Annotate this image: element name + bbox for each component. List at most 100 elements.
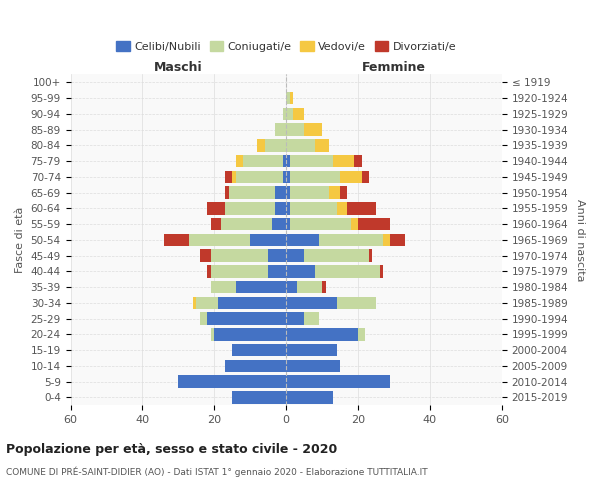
Bar xyxy=(207,312,286,325)
Bar xyxy=(275,124,286,136)
Bar xyxy=(286,139,315,151)
Text: Femmine: Femmine xyxy=(362,62,426,74)
Bar xyxy=(290,155,333,168)
Bar xyxy=(369,250,373,262)
Bar xyxy=(319,234,383,246)
Legend: Celibi/Nubili, Coniugati/e, Vedovi/e, Divorziati/e: Celibi/Nubili, Coniugati/e, Vedovi/e, Di… xyxy=(112,37,461,56)
Bar xyxy=(211,281,236,293)
Bar xyxy=(286,312,304,325)
Bar xyxy=(225,170,232,183)
Bar xyxy=(340,170,362,183)
Bar xyxy=(211,218,221,230)
Bar xyxy=(322,281,326,293)
Bar xyxy=(290,186,329,199)
Bar xyxy=(193,296,196,309)
Bar xyxy=(275,202,286,214)
Bar xyxy=(383,234,391,246)
Bar xyxy=(358,218,391,230)
Bar xyxy=(207,202,225,214)
Bar xyxy=(337,296,376,309)
Bar xyxy=(214,328,286,340)
Bar xyxy=(207,265,211,278)
Bar xyxy=(286,218,290,230)
Bar xyxy=(286,234,319,246)
Bar xyxy=(329,186,340,199)
Bar xyxy=(236,155,243,168)
Bar xyxy=(164,234,189,246)
Bar xyxy=(229,186,275,199)
Bar xyxy=(236,281,286,293)
Bar xyxy=(236,170,283,183)
Bar xyxy=(286,202,290,214)
Bar xyxy=(272,218,286,230)
Bar xyxy=(391,234,405,246)
Bar xyxy=(362,170,369,183)
Text: COMUNE DI PRÉ-SAINT-DIDIER (AO) - Dati ISTAT 1° gennaio 2020 - Elaborazione TUTT: COMUNE DI PRÉ-SAINT-DIDIER (AO) - Dati I… xyxy=(6,466,428,477)
Bar xyxy=(243,155,283,168)
Bar xyxy=(286,124,304,136)
Bar xyxy=(257,139,265,151)
Bar xyxy=(315,139,329,151)
Bar xyxy=(200,250,211,262)
Bar xyxy=(333,155,355,168)
Bar xyxy=(286,344,337,356)
Y-axis label: Anni di nascita: Anni di nascita xyxy=(575,198,585,281)
Bar xyxy=(286,250,304,262)
Bar xyxy=(380,265,383,278)
Bar xyxy=(232,170,236,183)
Bar xyxy=(283,108,286,120)
Bar xyxy=(290,170,340,183)
Bar xyxy=(297,281,322,293)
Bar xyxy=(283,170,286,183)
Bar xyxy=(211,265,268,278)
Bar xyxy=(286,328,358,340)
Bar xyxy=(265,139,286,151)
Bar xyxy=(286,296,337,309)
Bar xyxy=(275,186,286,199)
Bar xyxy=(211,328,214,340)
Bar xyxy=(358,328,365,340)
Bar xyxy=(304,124,322,136)
Bar xyxy=(225,186,229,199)
Bar xyxy=(218,296,286,309)
Bar xyxy=(189,234,250,246)
Bar xyxy=(304,312,319,325)
Bar xyxy=(232,344,286,356)
Bar xyxy=(347,202,376,214)
Bar xyxy=(200,312,207,325)
Text: Maschi: Maschi xyxy=(154,62,203,74)
Bar xyxy=(250,234,286,246)
Bar xyxy=(283,155,286,168)
Bar xyxy=(232,391,286,404)
Bar xyxy=(225,202,275,214)
Bar xyxy=(268,250,286,262)
Bar xyxy=(286,170,290,183)
Bar xyxy=(340,186,347,199)
Bar xyxy=(225,360,286,372)
Bar xyxy=(315,265,380,278)
Bar xyxy=(286,186,290,199)
Bar xyxy=(178,376,286,388)
Bar xyxy=(268,265,286,278)
Bar xyxy=(286,360,340,372)
Bar xyxy=(355,155,362,168)
Bar xyxy=(286,265,315,278)
Bar xyxy=(211,250,268,262)
Bar xyxy=(286,155,290,168)
Bar xyxy=(293,108,304,120)
Bar xyxy=(286,281,297,293)
Bar xyxy=(196,296,218,309)
Bar xyxy=(286,391,333,404)
Y-axis label: Fasce di età: Fasce di età xyxy=(15,206,25,273)
Bar xyxy=(286,108,293,120)
Bar xyxy=(337,202,347,214)
Bar xyxy=(286,376,391,388)
Bar xyxy=(290,218,351,230)
Bar xyxy=(221,218,272,230)
Text: Popolazione per età, sesso e stato civile - 2020: Popolazione per età, sesso e stato civil… xyxy=(6,442,337,456)
Bar xyxy=(290,92,293,104)
Bar xyxy=(286,92,290,104)
Bar xyxy=(304,250,369,262)
Bar xyxy=(351,218,358,230)
Bar xyxy=(290,202,337,214)
